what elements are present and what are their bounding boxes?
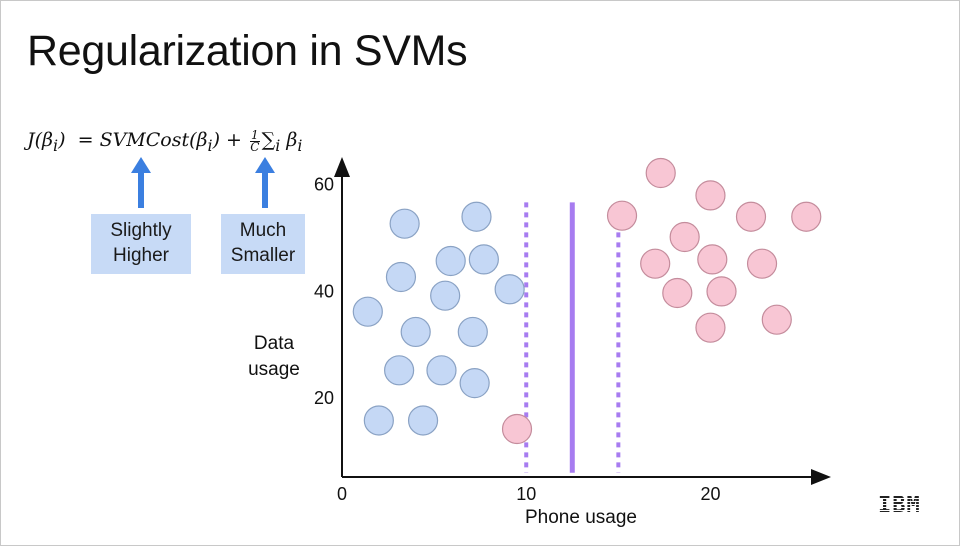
x-tick-label-10: 10 (516, 484, 536, 504)
slide-title: Regularization in SVMs (27, 27, 468, 75)
slightly-higher-line1: Slightly (110, 220, 172, 241)
ibm-logo: IBM (878, 493, 921, 518)
point-s1-5 (669, 221, 700, 253)
point-s0-4 (385, 261, 417, 293)
point-s0-11 (426, 355, 457, 386)
x-tick-label-20: 20 (700, 484, 720, 504)
point-s0-9 (457, 316, 488, 348)
point-s1-0 (645, 157, 676, 189)
formula-equals: = (77, 129, 94, 151)
point-s0-2 (435, 245, 466, 277)
svm-cost-formula: J(βi) = SVMCost(βi) + 1 C ∑i βi (27, 129, 302, 155)
y-axis-label-line1: Data (253, 333, 295, 354)
slightly-higher-line2: Higher (113, 245, 169, 266)
much-smaller-line1: Much (239, 220, 287, 241)
point-s1-6 (640, 248, 671, 279)
annotation-arrow-head-1 (255, 157, 275, 173)
point-s1-12 (761, 304, 792, 335)
point-s1-13 (501, 413, 533, 445)
formula-cost-close: ) (212, 129, 220, 151)
point-s0-7 (352, 296, 383, 327)
y-axis-label-line2: usage (248, 359, 300, 380)
point-s0-3 (468, 244, 499, 275)
formula-sum: ∑ (261, 129, 276, 151)
point-s1-3 (735, 201, 767, 232)
fraction-numerator: 1 (250, 127, 260, 142)
formula-cost-sub: i (207, 135, 213, 155)
point-s0-10 (384, 355, 415, 386)
point-s1-8 (746, 248, 778, 279)
point-s1-1 (695, 180, 726, 211)
formula-beta-sub: i (297, 135, 303, 155)
formula-cost: SVMCost(β (99, 129, 208, 151)
y-tick-label-60: 60 (314, 175, 334, 195)
x-tick-label-0: 0 (337, 484, 347, 504)
slightly-higher-box: Slightly Higher (91, 214, 191, 274)
point-s0-6 (430, 280, 461, 311)
point-s0-0 (389, 208, 420, 239)
y-axis-label: Data usage (237, 331, 311, 383)
formula-sum-sub: i (275, 135, 281, 155)
point-s1-2 (606, 200, 638, 231)
annotation-arrow-head-0 (131, 157, 151, 173)
formula-lhs-sub: i (53, 135, 59, 155)
point-s0-5 (494, 274, 525, 305)
annotation-arrows (131, 157, 275, 208)
y-tick-label-40: 40 (314, 281, 334, 301)
point-s0-8 (400, 316, 431, 348)
point-s1-7 (697, 244, 728, 275)
fraction-denominator: C (250, 139, 260, 154)
point-s1-9 (662, 277, 693, 309)
point-s0-13 (363, 405, 394, 436)
much-smaller-box: Much Smaller (221, 214, 305, 274)
formula-plus: + (226, 129, 242, 151)
point-s1-10 (706, 276, 737, 307)
point-s0-1 (461, 201, 492, 232)
point-s1-11 (695, 312, 726, 343)
point-s1-4 (791, 201, 822, 232)
point-s0-12 (459, 368, 490, 399)
y-tick-label-20: 20 (314, 388, 334, 408)
much-smaller-line2: Smaller (230, 245, 296, 266)
scatter-chart: 0 10 20 20 40 60 Phone usage (314, 157, 831, 528)
formula-beta: β (286, 129, 298, 151)
formula-lhs: J(β (27, 129, 54, 151)
formula-lhs-close: ) (58, 129, 66, 151)
x-axis-label: Phone usage (525, 507, 637, 528)
point-s0-14 (407, 405, 439, 436)
